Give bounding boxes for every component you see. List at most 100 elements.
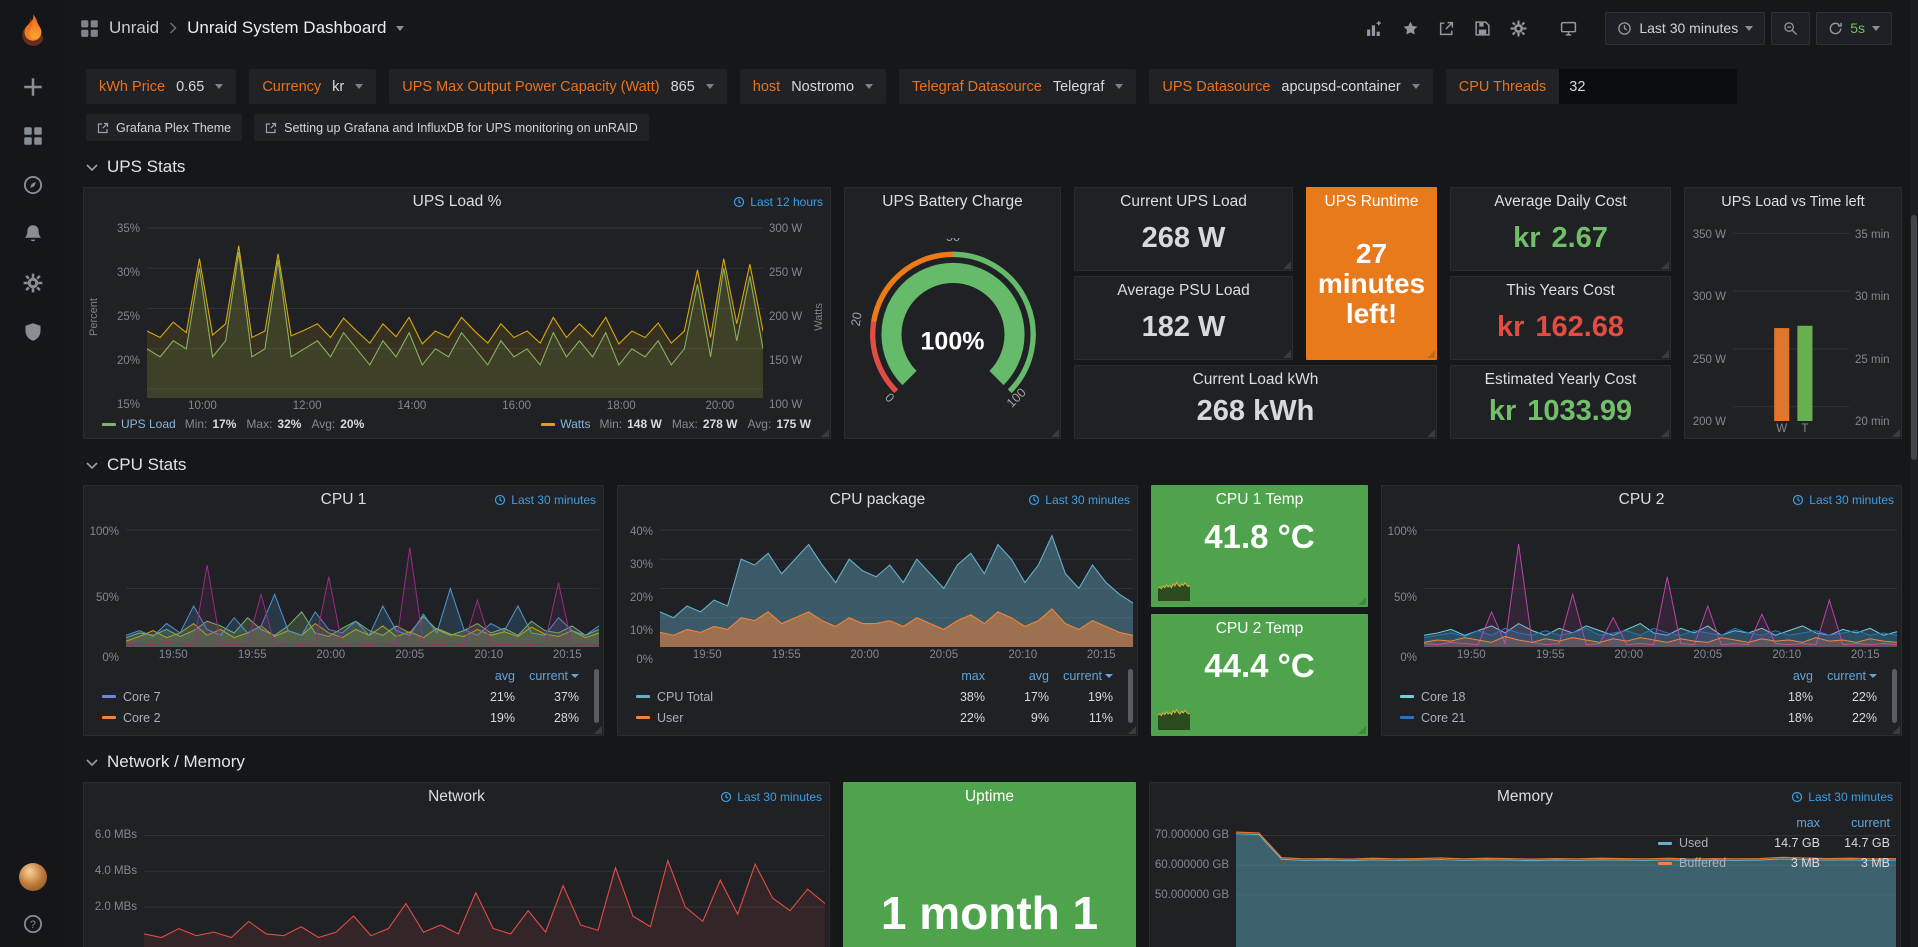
temp-sparkline [1158, 569, 1190, 601]
caret-down-icon [705, 84, 714, 89]
cpu2-chart[interactable] [1424, 517, 1897, 647]
refresh-icon [1829, 22, 1843, 34]
stat-value: kr 2.67 [1513, 222, 1608, 254]
add-panel-button[interactable] [1359, 15, 1389, 41]
cpu-threads-input[interactable] [1559, 69, 1738, 104]
explore-icon[interactable] [22, 174, 44, 196]
panel-title[interactable]: UPS Load % [412, 192, 502, 210]
dashboard-link-ups-guide[interactable]: Setting up Grafana and InfluxDB for UPS … [254, 114, 649, 141]
panel-title[interactable]: UPS Load vs Time left [1721, 193, 1865, 210]
scrollbar-thumb[interactable] [1911, 215, 1917, 460]
section-network-memory[interactable]: Network / Memory [86, 752, 1902, 772]
load-vs-time-chart[interactable] [1733, 219, 1849, 421]
settings-gear-button[interactable] [1503, 15, 1533, 41]
x-axis: 19:50 19:55 20:00 20:05 20:10 20:15 [158, 649, 582, 661]
help-icon[interactable]: ? [22, 913, 44, 935]
chart-legend[interactable]: max avg current CPU Total 38% 17% 19% User 22% 9%… [618, 664, 1137, 735]
clock-icon [721, 791, 732, 803]
stat-value: 44.4 °C [1204, 647, 1315, 684]
ups-load-chart[interactable] [147, 219, 763, 398]
variable-telegraf-datasource[interactable]: Telegraf Datasource Telegraf [899, 69, 1137, 104]
panel-title[interactable]: Current UPS Load [1120, 192, 1247, 210]
stat-value: 1 month 1 [880, 887, 1099, 939]
panel-cpu-2: CPU 2 Last 30 minutes 100% 50% 0% 19:50 19:… [1381, 485, 1902, 736]
section-cpu-stats[interactable]: CPU Stats [86, 455, 1902, 475]
legend-scrollbar[interactable] [1128, 669, 1133, 723]
panel-title[interactable]: This Years Cost [1506, 281, 1615, 299]
panel-title[interactable]: Estimated Yearly Cost [1484, 370, 1637, 388]
panel-title[interactable]: CPU 1 [320, 490, 367, 508]
cpu1-chart[interactable] [126, 517, 599, 647]
panel-title[interactable]: UPS Battery Charge [882, 192, 1023, 210]
time-range-picker[interactable]: Last 30 minutes [1605, 11, 1766, 45]
y-axis-right: 300 W 250 W 200 W 150 W 100 W [769, 222, 803, 412]
section-ups-stats[interactable]: UPS Stats [86, 157, 1902, 177]
panel-title[interactable]: UPS Runtime [1324, 192, 1419, 210]
panel-title[interactable]: CPU 2 Temp [1215, 619, 1304, 637]
grafana-logo[interactable] [15, 12, 51, 48]
breadcrumb-folder[interactable]: Unraid [109, 18, 160, 37]
refresh-interval-label[interactable]: 5s [1850, 20, 1865, 36]
panel-title[interactable]: Memory [1497, 787, 1553, 805]
server-admin-shield-icon[interactable] [22, 321, 44, 343]
share-button[interactable] [1431, 15, 1461, 41]
legend-scrollbar[interactable] [594, 669, 599, 723]
variable-ups-datasource[interactable]: UPS Datasource apcupsd-container [1149, 69, 1433, 104]
stat-value: 27 minutes left! [1317, 237, 1426, 330]
chevron-down-icon [86, 758, 98, 766]
stat-value: 268 kWh [1196, 395, 1315, 427]
dashboard-link-plex-theme[interactable]: Grafana Plex Theme [86, 114, 243, 141]
dashboard-title[interactable]: Unraid System Dashboard [187, 18, 387, 37]
configuration-gear-icon[interactable] [22, 272, 44, 294]
dashboards-icon[interactable] [22, 125, 44, 147]
dashboard-panels: UPS Stats UPS Load % Last 12 hours Perce… [66, 141, 1918, 947]
gauge-value: 100% [920, 327, 985, 356]
star-button[interactable] [1395, 15, 1425, 41]
save-button[interactable] [1467, 15, 1497, 41]
time-override-link[interactable]: Last 30 minutes [720, 790, 822, 804]
panel-title[interactable]: Average PSU Load [1117, 281, 1250, 299]
cycle-view-monitor-button[interactable] [1553, 15, 1583, 41]
chart-legend[interactable]: avg current Core 7 21% 37% Core 2 19% 28% [84, 664, 603, 735]
panel-title[interactable]: Network [428, 787, 485, 805]
battery-gauge: 0 20 50 100 100% [845, 215, 1060, 438]
time-override-link[interactable]: Last 30 minutes [1028, 493, 1130, 507]
zoom-out-button[interactable] [1771, 11, 1811, 45]
chart-legend[interactable]: max current Used 14.7 GB 14.7 GB Buffered 3 MB… [1658, 813, 1890, 873]
panel-title[interactable]: Current Load kWh [1192, 370, 1319, 388]
panel-ups-runtime: UPS Runtime 27 minutes left! [1306, 187, 1437, 360]
panel-current-load-kwh: Current Load kWh 268 kWh [1074, 365, 1437, 439]
alerting-bell-icon[interactable] [22, 223, 44, 245]
memory-chart[interactable] [1236, 814, 1896, 947]
panel-title[interactable]: CPU 1 Temp [1215, 490, 1304, 508]
caret-down-icon[interactable] [396, 25, 405, 31]
clock-icon [1618, 21, 1632, 35]
panel-title[interactable]: CPU package [829, 490, 926, 508]
chevron-down-icon [86, 163, 98, 171]
y-axis-left: 100% 50% 0% [1387, 525, 1417, 665]
time-override-link[interactable]: Last 30 minutes [1791, 790, 1893, 804]
cpu-package-chart[interactable] [660, 517, 1133, 647]
chart-legend[interactable]: avg current Core 18 18% 22% Core 21 18% 22% [1382, 664, 1901, 735]
chart-legend[interactable]: UPS Load Min: 17% Max: 32% Avg: 20% Watts Min: 14… [84, 415, 830, 438]
panel-title[interactable]: CPU 2 [1618, 490, 1665, 508]
variable-ups-max-output[interactable]: UPS Max Output Power Capacity (Watt) 865 [389, 69, 727, 104]
variable-host[interactable]: host Nostromo [739, 69, 887, 104]
external-link-icon [97, 122, 109, 133]
refresh-button[interactable]: 5s [1816, 11, 1892, 45]
variable-currency[interactable]: Currency kr [249, 69, 377, 104]
panel-cpu-1-temp: CPU 1 Temp 41.8 °C [1151, 485, 1368, 607]
time-override-link[interactable]: Last 30 minutes [494, 493, 596, 507]
time-override-link[interactable]: Last 12 hours [733, 195, 823, 209]
time-override-link[interactable]: Last 30 minutes [1792, 493, 1894, 507]
variable-kwh-price[interactable]: kWh Price 0.65 [86, 69, 237, 104]
caret-down-icon[interactable] [1872, 25, 1880, 31]
create-icon[interactable] [22, 76, 44, 98]
top-navbar: Unraid Unraid System Dashboard Last 30 m… [66, 0, 1918, 56]
network-chart[interactable] [144, 814, 825, 947]
user-avatar[interactable] [19, 863, 47, 891]
legend-scrollbar[interactable] [1892, 669, 1897, 723]
panel-title[interactable]: Uptime [964, 787, 1015, 805]
time-controls: Last 30 minutes 5s [1605, 11, 1892, 45]
panel-title[interactable]: Average Daily Cost [1494, 192, 1627, 210]
